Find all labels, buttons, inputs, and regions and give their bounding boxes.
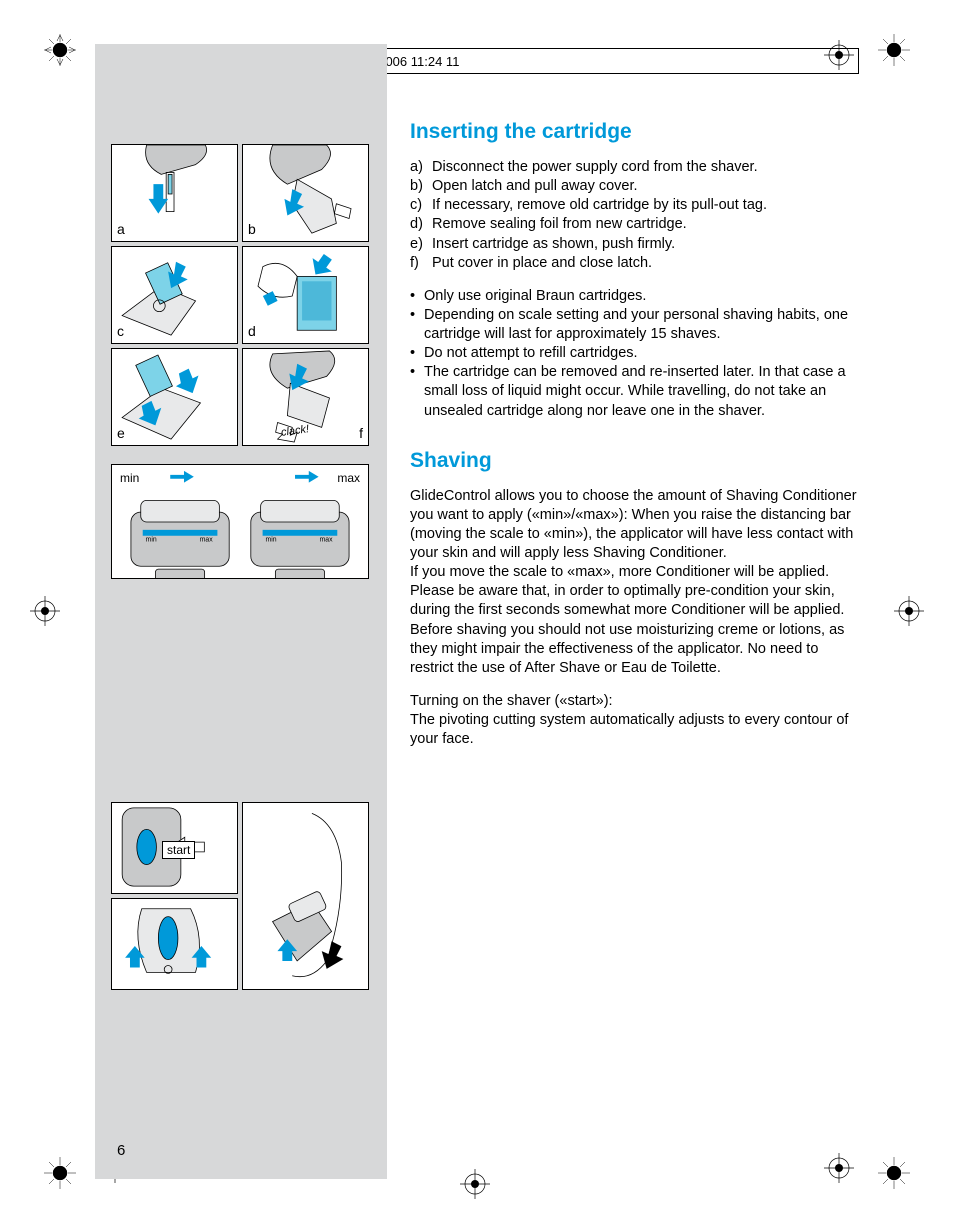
cartridge-illustration-grid: a b c (111, 144, 369, 446)
registration-mark-icon (876, 1155, 912, 1191)
illustration-label: d (248, 323, 256, 339)
main-content: Inserting the cartridge a)Disconnect the… (410, 120, 860, 749)
illustration-label: e (117, 425, 125, 441)
crop-mark-icon (30, 596, 60, 626)
section-heading-shaving: Shaving (410, 449, 860, 473)
list-item: f)Put cover in place and close latch. (410, 254, 860, 273)
minmax-illustration: min max min max min max (111, 464, 369, 579)
list-item: b)Open latch and pull away cover. (410, 177, 860, 196)
list-item: •Depending on scale setting and your per… (410, 306, 860, 344)
list-item: d)Remove sealing foil from new cartridge… (410, 215, 860, 234)
shaving-paragraph: The pivoting cutting system automaticall… (410, 711, 860, 749)
illustration-cell (111, 898, 238, 990)
cartridge-steps-list: a)Disconnect the power supply cord from … (410, 158, 860, 273)
list-item: •Do not attempt to refill cartridges. (410, 344, 860, 363)
crop-mark-icon (894, 596, 924, 626)
illustration-cell: d (242, 246, 369, 344)
illustration-cell: b (242, 144, 369, 242)
crop-mark-icon (824, 1153, 854, 1183)
shaving-paragraph: If you move the scale to «max», more Con… (410, 563, 860, 582)
illustration-cell: e (111, 348, 238, 446)
cartridge-notes-list: •Only use original Braun cartridges.•Dep… (410, 287, 860, 421)
illustration-cell (242, 802, 369, 990)
registration-mark-icon (876, 32, 912, 68)
illustration-sidebar: a b c (95, 44, 387, 1179)
list-item: e)Insert cartridge as shown, push firmly… (410, 235, 860, 254)
illustration-cell: c (111, 246, 238, 344)
registration-mark-icon (42, 32, 78, 68)
svg-text:max: max (320, 537, 334, 544)
illustration-cell: clack! f (242, 348, 369, 446)
illustration-cell: a (111, 144, 238, 242)
shaving-paragraph: Please be aware that, in order to optima… (410, 582, 860, 620)
illustration-cell: start (111, 802, 238, 894)
crop-mark-icon (460, 1169, 490, 1199)
illustration-label: f (359, 425, 363, 441)
list-item: •Only use original Braun cartridges. (410, 287, 860, 306)
registration-mark-icon (42, 1155, 78, 1191)
section-heading-cartridge: Inserting the cartridge (410, 120, 860, 144)
illustration-label: b (248, 221, 256, 237)
illustration-label: a (117, 221, 125, 237)
illustration-label: c (117, 323, 124, 339)
start-illustration-grid: start (111, 802, 369, 990)
shaving-paragraph: Turning on the shaver («start»): (410, 692, 860, 711)
list-item: c)If necessary, remove old cartridge by … (410, 196, 860, 215)
svg-text:min: min (146, 537, 157, 544)
list-item: •The cartridge can be removed and re-ins… (410, 363, 860, 420)
page-number: 6 (117, 1142, 125, 1159)
min-label: min (120, 471, 139, 485)
svg-text:max: max (200, 537, 214, 544)
shaving-paragraph: Before shaving you should not use moistu… (410, 621, 860, 678)
list-item: a)Disconnect the power supply cord from … (410, 158, 860, 177)
shaving-paragraph: GlideControl allows you to choose the am… (410, 487, 860, 564)
start-label: start (162, 841, 195, 859)
max-label: max (337, 471, 360, 485)
svg-text:min: min (266, 537, 277, 544)
